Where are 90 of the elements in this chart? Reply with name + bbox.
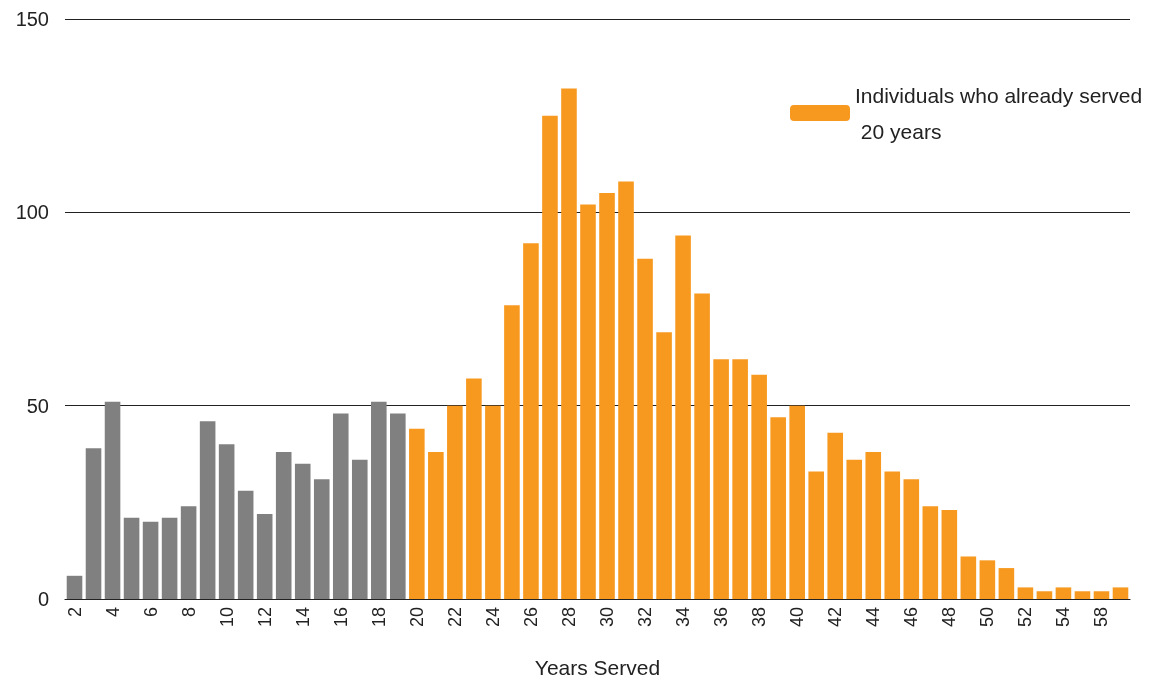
bar bbox=[1055, 587, 1072, 599]
x-tick-label: 36 bbox=[711, 607, 732, 628]
bar bbox=[1036, 591, 1053, 599]
x-tick-label: 12 bbox=[254, 607, 275, 628]
bar bbox=[123, 517, 140, 599]
bar bbox=[656, 332, 672, 599]
x-tick-label: 58 bbox=[1091, 607, 1112, 628]
x-tick-label: 6 bbox=[140, 607, 161, 618]
bar bbox=[104, 401, 121, 599]
x-tick-label: 28 bbox=[558, 607, 579, 628]
x-axis-title: Years Served bbox=[534, 656, 661, 679]
bar bbox=[884, 471, 901, 599]
x-tick-label: 42 bbox=[825, 607, 846, 628]
x-tick-label: 22 bbox=[444, 607, 465, 628]
x-tick-label: 34 bbox=[673, 607, 694, 628]
bar bbox=[371, 401, 387, 599]
bar bbox=[447, 405, 463, 599]
bar bbox=[523, 243, 539, 599]
x-tick-label: 32 bbox=[635, 607, 656, 628]
bar bbox=[713, 359, 729, 599]
x-tick-label: 38 bbox=[749, 607, 770, 628]
bar bbox=[865, 452, 882, 599]
bar bbox=[732, 359, 748, 599]
bar bbox=[218, 444, 235, 599]
bar bbox=[142, 521, 159, 599]
x-tick-label: 18 bbox=[368, 607, 389, 628]
bar bbox=[561, 88, 577, 599]
bar bbox=[351, 459, 368, 599]
bar bbox=[199, 421, 216, 599]
bar bbox=[675, 235, 691, 599]
bar bbox=[294, 463, 311, 599]
bar bbox=[827, 432, 844, 599]
bar bbox=[237, 490, 254, 599]
x-tick-label: 30 bbox=[597, 607, 618, 628]
x-tick-label: 40 bbox=[787, 607, 808, 628]
bar bbox=[485, 405, 501, 599]
bar bbox=[922, 506, 939, 599]
bar bbox=[390, 413, 406, 599]
x-tick-label: 10 bbox=[216, 607, 237, 628]
bar bbox=[66, 575, 83, 599]
bar bbox=[751, 374, 767, 599]
x-tick-label: 46 bbox=[901, 607, 922, 628]
bar bbox=[694, 293, 710, 599]
bar bbox=[1093, 591, 1110, 599]
bar bbox=[1074, 591, 1091, 599]
bar bbox=[846, 459, 863, 599]
x-tick-label: 24 bbox=[482, 607, 503, 628]
bar bbox=[998, 568, 1015, 599]
bar bbox=[979, 560, 996, 599]
y-tick-label: 0 bbox=[37, 588, 49, 610]
x-tick-label: 50 bbox=[977, 607, 998, 628]
x-tick-label: 48 bbox=[939, 607, 960, 628]
bar bbox=[275, 452, 292, 599]
x-tick-label: 16 bbox=[330, 607, 351, 628]
bar bbox=[466, 378, 482, 599]
bar bbox=[542, 115, 558, 599]
x-tick-label: 2 bbox=[64, 607, 85, 618]
bar bbox=[903, 479, 920, 599]
legend-label: Individuals who already served 20 years bbox=[855, 83, 1143, 143]
bar bbox=[332, 413, 349, 599]
x-tick-label: 14 bbox=[292, 607, 313, 628]
bar bbox=[637, 258, 653, 599]
bar bbox=[941, 510, 958, 599]
bar bbox=[180, 506, 197, 599]
y-tick-label: 50 bbox=[26, 394, 49, 417]
bar bbox=[1112, 587, 1129, 599]
bar bbox=[161, 517, 178, 599]
x-tick-label: 54 bbox=[1053, 607, 1074, 628]
bar bbox=[960, 556, 977, 599]
bar bbox=[789, 405, 805, 599]
bar bbox=[618, 181, 634, 599]
bar bbox=[770, 417, 786, 599]
bar bbox=[409, 428, 425, 599]
bar bbox=[808, 471, 824, 599]
x-tick-label: 8 bbox=[178, 607, 199, 618]
x-tick-label: 4 bbox=[102, 607, 123, 618]
y-tick-label: 100 bbox=[15, 201, 49, 224]
x-tick-label: 44 bbox=[863, 607, 884, 628]
bar bbox=[428, 452, 444, 599]
bar bbox=[580, 204, 596, 599]
bar bbox=[256, 513, 273, 599]
bar bbox=[85, 448, 102, 599]
bar bbox=[599, 193, 615, 599]
bar bbox=[504, 305, 520, 599]
x-tick-label: 26 bbox=[520, 607, 541, 628]
x-tick-label: 52 bbox=[1015, 607, 1036, 628]
bar bbox=[1017, 587, 1034, 599]
bar bbox=[313, 479, 330, 599]
x-tick-label: 20 bbox=[406, 607, 427, 628]
y-tick-label: 150 bbox=[15, 8, 49, 30]
